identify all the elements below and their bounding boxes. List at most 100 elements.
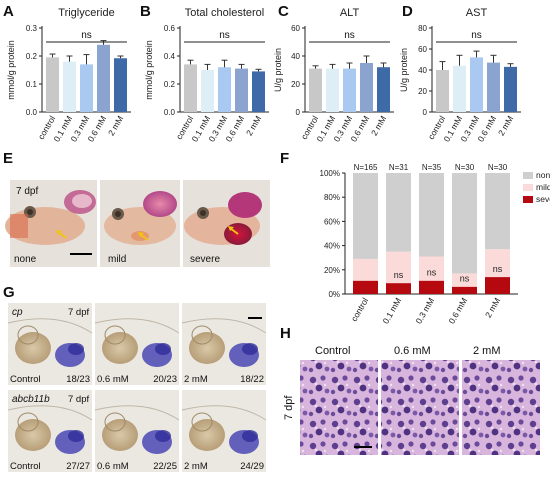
y-tick-label: 0.3 [26,24,38,33]
bar-2 [218,67,231,112]
ish-ratio: 18/23 [66,374,90,385]
panel-h-histology: Control 0.6 mM 2 mM 7 dpf [283,345,540,455]
y-tick-label: 60 [291,24,300,33]
panel-h-side-label: 7 dpf [283,395,295,420]
bar-0 [309,68,322,112]
panel-h-title-control: Control [315,345,350,357]
legend-label: mild [536,182,550,192]
y-axis-label: U/g protein [399,48,409,92]
bar-1 [453,65,466,112]
y-tick-label: 60% [324,217,340,226]
panel-e-images: 7 dpf none mild severe [5,180,270,267]
category-label: 0.6 mM [446,296,469,326]
significance-label: ns [344,30,355,41]
ish-image: 2 mM 18/22 [181,303,267,385]
n-label: N=31 [389,163,409,172]
y-tick-label: 20% [324,266,340,275]
ish-ratio: 18/22 [240,374,264,385]
panel-label-c: C [278,3,289,20]
category-label: 2 mM [244,114,263,137]
category-label: 2 mM [106,114,125,137]
stack-severe [353,280,378,294]
ish-image: 0.6 mM 22/25 [94,390,180,472]
gene-label: abcb11b [12,394,50,405]
n-label: N=35 [422,163,442,172]
significance-label: ns [81,30,92,41]
stack-severe [386,283,411,294]
significance-label: ns [219,30,230,41]
stack-none [353,173,378,259]
ish-caption: Control [10,461,41,472]
chart-total-cholesterol: Total cholesterol mmol/g protein 0.0 0.2 0.4… [144,7,269,144]
y-tick-label: 0.0 [164,108,176,117]
panel-label-e: E [3,150,13,167]
ns-label: ns [394,270,404,280]
ish-ratio: 24/29 [240,461,264,472]
legend-label: severe [536,194,550,204]
y-axis-label: mmol/g protein [6,40,16,100]
ish-image: 2 mM 24/29 [181,390,267,472]
y-tick-label: 0.4 [164,52,176,61]
bar-2 [343,68,356,112]
bar-3 [360,63,373,112]
y-tick-label: 80% [324,193,340,202]
ish-ratio: 27/27 [66,461,90,472]
panel-label-h: H [280,325,291,342]
bar-4 [377,67,390,112]
bar-2 [80,64,93,112]
head-region [102,419,138,451]
ish-image: Control 18/23 [7,303,93,385]
stack-mild [386,251,411,284]
y-tick-label: 40 [418,66,427,75]
y-tick-label: 80 [418,24,427,33]
ish-ratio: 20/23 [153,374,177,385]
histology-image-0.6mm [381,360,459,455]
panel-label-b: B [140,3,151,20]
ish-caption: 0.6 mM [97,374,129,385]
chart-title: Total cholesterol [185,7,265,19]
y-tick-label: 20 [291,80,300,89]
category-label: 0.3 mM [413,296,436,326]
y-tick-label: 100% [320,169,340,178]
n-label: N=30 [488,163,508,172]
n-label: N=165 [354,163,378,172]
ish-image: 0.6 mM 20/23 [94,303,180,385]
panel-label-a: A [3,3,14,20]
y-tick-label: 0.0 [26,108,38,117]
y-tick-label: 40 [291,52,300,61]
stack-mild [452,273,477,287]
ns-label: ns [427,268,437,278]
bar-3 [235,68,248,112]
category-label: control [349,296,370,323]
bar-1 [326,68,339,112]
bar-3 [97,44,110,112]
chart-title: AST [466,7,488,19]
panel-e-caption-severe: severe [190,254,220,265]
legend-swatch [523,196,533,203]
larva-image-none [5,180,97,267]
gene-label: cp [12,307,23,318]
panel-h-title-0.6mm: 0.6 mM [394,345,431,357]
legend-swatch [523,172,533,179]
y-tick-label: 0% [328,290,340,299]
stack-none [386,173,411,252]
panel-h-title-2mm: 2 mM [473,345,501,357]
bar-0 [436,70,449,112]
panel-label-d: D [402,3,413,20]
stack-none [452,173,477,274]
n-label: N=30 [455,163,475,172]
panel-e-caption-mild: mild [108,254,126,265]
stack-mild [485,249,510,278]
bar-4 [504,66,517,112]
stack-severe [452,286,477,294]
legend-swatch [523,184,533,191]
stack-mild [353,258,378,281]
ns-label: ns [460,274,470,284]
stack-severe [419,280,444,294]
